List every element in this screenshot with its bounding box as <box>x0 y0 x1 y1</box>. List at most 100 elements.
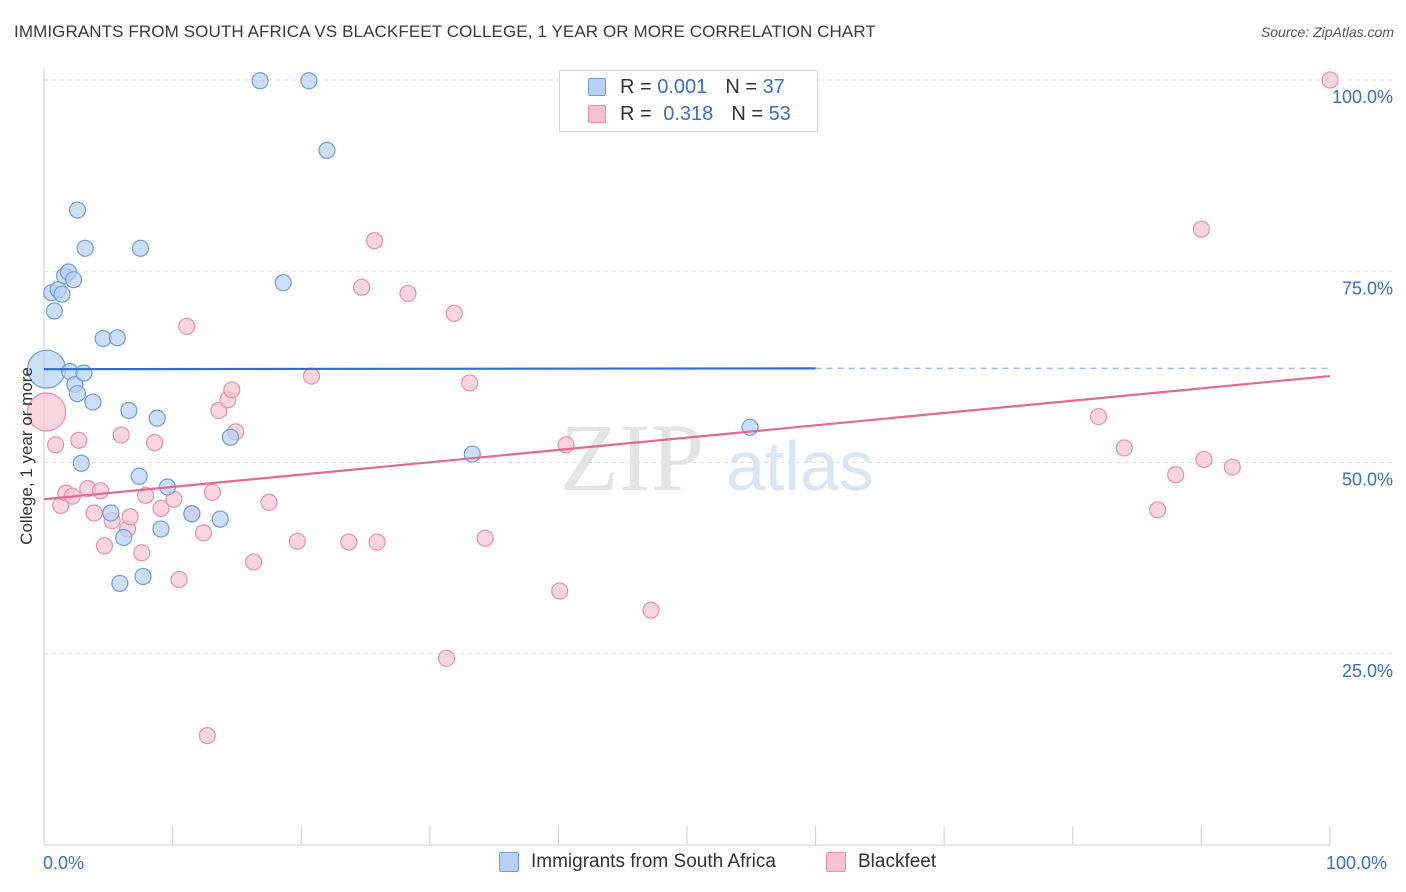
point-blackfeet <box>152 499 170 517</box>
point-south-africa <box>75 364 93 382</box>
point-blackfeet <box>302 367 321 385</box>
point-blackfeet <box>340 533 358 551</box>
series-legend-label: Blackfeet <box>858 851 937 872</box>
point-blackfeet <box>133 544 151 562</box>
point-blackfeet <box>85 504 103 522</box>
point-blackfeet <box>46 436 65 454</box>
point-blackfeet <box>136 486 155 504</box>
trend-lines <box>43 367 1331 501</box>
point-blackfeet <box>368 533 386 551</box>
point-south-africa <box>120 401 138 420</box>
trend-line-south-africa <box>43 367 816 371</box>
series-legend-item-blackfeet[interactable]: Blackfeet <box>826 851 936 873</box>
point-blackfeet <box>1192 220 1211 238</box>
point-blackfeet <box>399 284 417 303</box>
series-legend: Immigrants from South Africa Blackfeet <box>0 851 1406 877</box>
point-blackfeet <box>445 304 463 322</box>
point-south-africa <box>152 520 170 538</box>
data-points <box>26 71 1339 745</box>
legend-r-label: R = <box>620 75 652 98</box>
point-south-africa <box>211 510 229 528</box>
series-legend-label: Immigrants from South Africa <box>531 851 776 872</box>
point-south-africa <box>53 285 71 303</box>
point-blackfeet <box>1089 408 1108 426</box>
point-blackfeet <box>353 278 371 296</box>
legend-n-value: 37 <box>762 75 785 98</box>
point-south-africa <box>251 72 269 90</box>
point-south-africa <box>318 141 336 159</box>
point-south-africa <box>148 409 166 427</box>
point-blackfeet <box>112 426 130 444</box>
point-blackfeet <box>437 649 456 667</box>
legend-n-label: N = <box>725 75 757 98</box>
legend-swatch-pink <box>588 105 606 123</box>
point-south-africa <box>115 528 133 547</box>
gridlines <box>44 79 1395 655</box>
point-south-africa <box>108 329 126 347</box>
point-south-africa <box>68 385 87 403</box>
point-blackfeet <box>476 529 494 547</box>
point-south-africa <box>131 239 150 257</box>
point-south-africa <box>134 567 152 586</box>
stats-legend: R = 0.001 N = 37 R = 0.318 N = 53 <box>559 70 818 132</box>
y-tick-label-75: 75.0% <box>1342 278 1393 298</box>
point-blackfeet <box>1149 501 1167 519</box>
point-blackfeet <box>95 537 114 555</box>
legend-n-value: 53 <box>768 102 791 125</box>
y-tick-label-50: 50.0% <box>1342 470 1393 490</box>
series-legend-item-south-africa[interactable]: Immigrants from South Africa <box>499 851 776 873</box>
legend-row-blackfeet: R = 0.318 N = 53 <box>560 100 791 128</box>
point-blackfeet <box>194 524 213 542</box>
point-south-africa <box>183 505 201 523</box>
legend-swatch-blue <box>588 78 606 96</box>
legend-n-label: N = <box>731 102 763 125</box>
y-tick-label-100: 100.0% <box>1332 87 1393 107</box>
point-south-africa <box>72 454 90 472</box>
watermark-atlas: atlas <box>726 427 874 505</box>
point-blackfeet <box>260 493 278 511</box>
y-tick-label-25: 25.0% <box>1342 661 1393 681</box>
point-blackfeet <box>642 601 660 619</box>
point-south-africa <box>45 302 63 320</box>
legend-row-south-africa: R = 0.001 N = 37 <box>560 73 785 101</box>
point-blackfeet <box>1167 466 1185 484</box>
watermark: ZIP atlas <box>560 404 874 511</box>
series-swatch-blue <box>499 852 519 872</box>
point-blackfeet <box>1321 71 1339 89</box>
point-blackfeet <box>1115 439 1133 457</box>
x-tick-label-min: 0.0% <box>43 853 85 873</box>
point-south-africa <box>221 428 240 446</box>
point-blackfeet <box>461 374 479 392</box>
point-blackfeet <box>365 232 384 250</box>
point-blackfeet <box>203 483 222 501</box>
point-blackfeet <box>121 508 139 526</box>
point-blackfeet <box>1223 458 1241 476</box>
point-blackfeet <box>288 532 306 550</box>
point-blackfeet <box>70 431 88 449</box>
series-swatch-pink <box>826 852 846 872</box>
point-blackfeet <box>223 381 241 399</box>
point-blackfeet <box>198 727 216 745</box>
point-south-africa <box>102 504 120 522</box>
point-blackfeet <box>551 582 569 600</box>
point-south-africa <box>130 467 148 485</box>
source-label: Source: ZipAtlas.com <box>1260 24 1394 40</box>
legend-r-value: 0.001 <box>657 75 708 98</box>
point-south-africa <box>300 72 318 90</box>
point-south-africa <box>111 574 129 592</box>
y-axis-label: College, 1 year or more <box>17 367 36 545</box>
point-blackfeet <box>178 317 196 335</box>
point-blackfeet <box>91 482 110 500</box>
point-south-africa <box>68 201 87 219</box>
legend-r-value: 0.318 <box>663 102 714 125</box>
point-blackfeet <box>145 434 164 452</box>
watermark-zip: ZIP <box>560 404 704 511</box>
trend-line-blackfeet <box>43 374 1331 501</box>
chart-title: IMMIGRANTS FROM SOUTH AFRICA VS BLACKFEE… <box>14 22 876 41</box>
point-blackfeet <box>1195 450 1213 469</box>
point-south-africa <box>274 274 292 292</box>
point-south-africa <box>76 239 94 257</box>
x-tick-label-max: 100.0% <box>1326 853 1388 873</box>
axes <box>43 68 1331 846</box>
